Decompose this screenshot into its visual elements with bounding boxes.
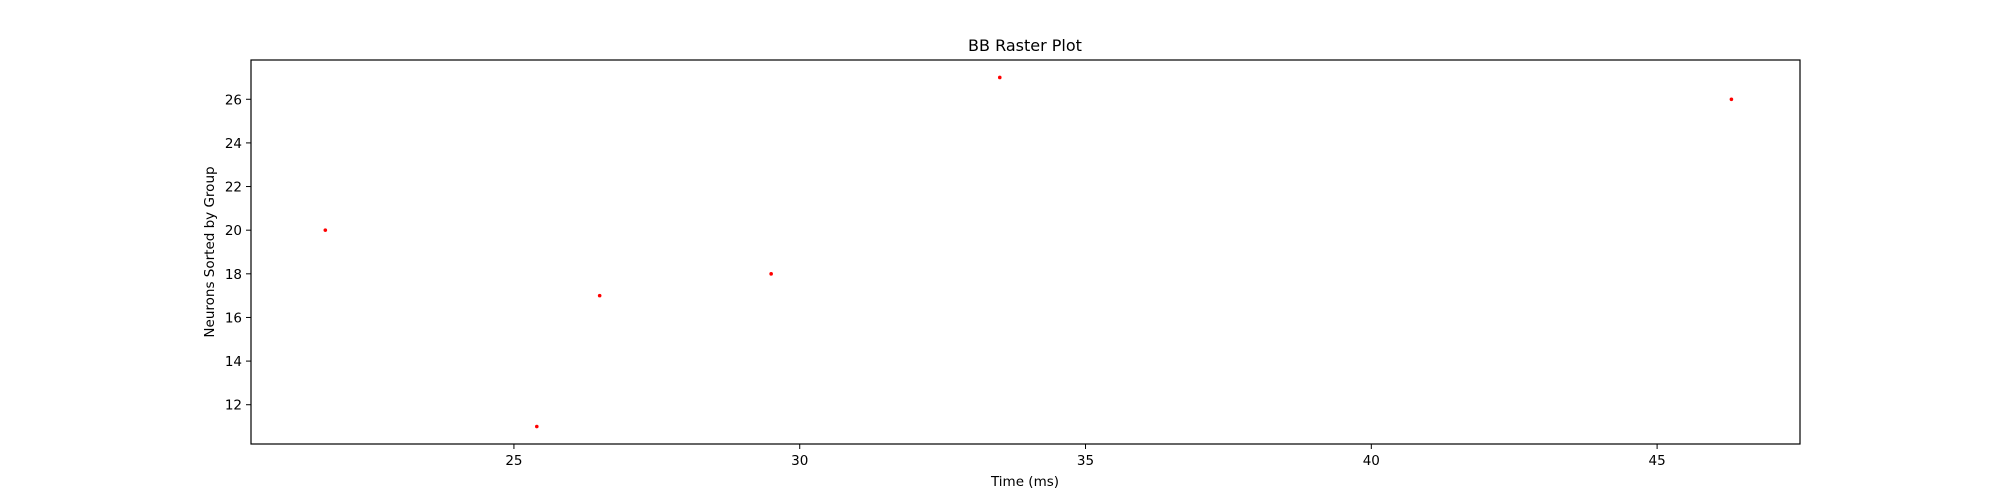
spike-point <box>534 424 539 429</box>
x-axis: 25 30 35 40 45 <box>505 444 1666 469</box>
plot-area-frame <box>250 59 1801 445</box>
y-tick-label: 24 <box>225 136 242 152</box>
spike-point <box>769 272 773 276</box>
x-tick-label: 25 <box>505 453 522 469</box>
chart-title: BB Raster Plot <box>968 36 1082 55</box>
y-axis: 12 14 16 18 20 22 24 26 <box>225 92 251 414</box>
spike-point <box>997 75 1002 80</box>
x-axis-label: Time (ms) <box>990 474 1059 490</box>
y-tick-label: 26 <box>225 92 242 108</box>
x-tick-label: 45 <box>1649 453 1666 469</box>
y-tick-label: 16 <box>225 310 242 326</box>
y-tick-label: 20 <box>225 223 242 239</box>
y-tick-label: 12 <box>225 398 242 414</box>
spike-point <box>323 228 328 232</box>
y-tick-label: 14 <box>225 354 242 370</box>
spike-markers <box>323 75 1734 429</box>
y-axis-label: Neurons Sorted by Group <box>202 166 218 337</box>
x-tick-label: 40 <box>1363 453 1380 469</box>
spike-point <box>597 293 602 298</box>
y-tick-label: 22 <box>225 180 242 196</box>
spike-point <box>1729 97 1734 102</box>
x-tick-label: 30 <box>791 453 808 469</box>
y-tick-label: 18 <box>225 267 242 283</box>
x-tick-label: 35 <box>1077 453 1094 469</box>
